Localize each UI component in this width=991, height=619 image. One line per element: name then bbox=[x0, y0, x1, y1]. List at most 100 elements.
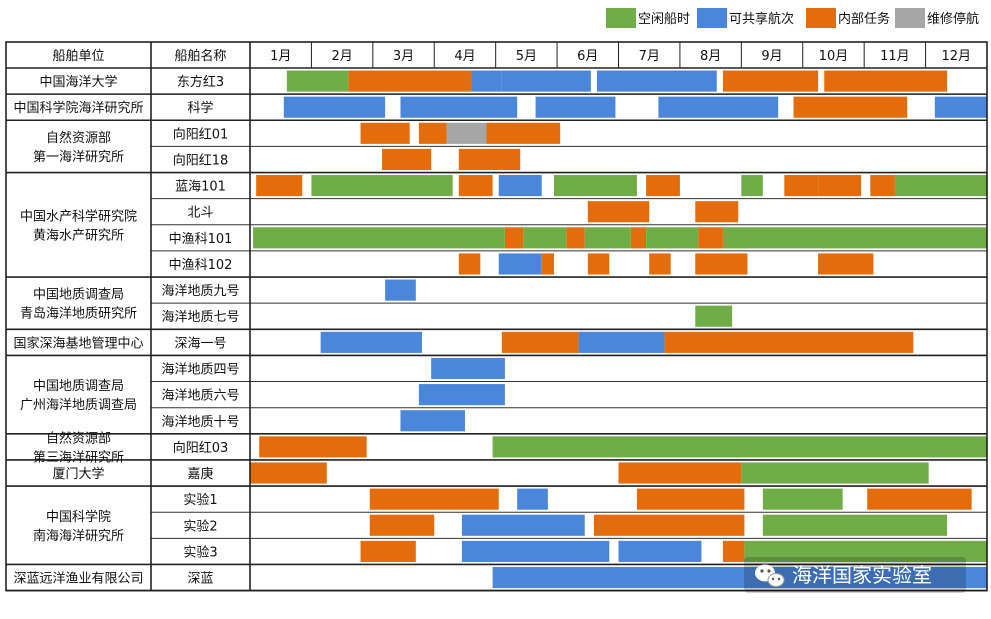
unit-name: 第三海洋研究所 bbox=[33, 450, 124, 465]
ship-name: 蓝海101 bbox=[175, 180, 226, 195]
ship-name: 嘉庚 bbox=[187, 466, 213, 482]
month-label: 10月 bbox=[819, 49, 849, 64]
bar-internal bbox=[250, 462, 327, 484]
ship-name: 科学 bbox=[187, 100, 213, 116]
ship-name: 深海一号 bbox=[174, 336, 226, 351]
unit-name: 青岛海洋地质研究所 bbox=[20, 306, 137, 322]
bar-shared bbox=[385, 279, 416, 301]
bar-internal bbox=[646, 175, 680, 197]
legend-swatch-repair bbox=[895, 8, 925, 28]
legend-swatch-shared bbox=[697, 8, 727, 28]
bar-idle bbox=[744, 540, 987, 562]
bar-shared bbox=[471, 70, 502, 92]
bar-internal bbox=[793, 96, 908, 118]
ship-name: 海洋地质四号 bbox=[161, 362, 239, 377]
bar-internal bbox=[504, 227, 524, 249]
bar-shared bbox=[578, 331, 665, 353]
bar-idle bbox=[894, 175, 987, 197]
unit-name: 第一海洋研究所 bbox=[33, 150, 124, 165]
ship-name: 向阳红01 bbox=[173, 126, 229, 142]
bar-idle bbox=[646, 227, 699, 249]
bar-internal bbox=[369, 514, 435, 536]
legend-swatch-idle bbox=[606, 8, 636, 28]
bar-internal bbox=[636, 488, 745, 510]
bar-internal bbox=[360, 122, 410, 144]
bar-repair bbox=[446, 122, 487, 144]
bar-internal bbox=[256, 175, 303, 197]
bar-shared bbox=[431, 357, 505, 380]
unit-name: 黄海水产研究所 bbox=[33, 228, 124, 243]
table-grid bbox=[5, 41, 988, 592]
bar-internal bbox=[630, 227, 647, 249]
unit-name: 国家深海基地管理中心 bbox=[13, 335, 143, 351]
bar-internal bbox=[722, 70, 819, 92]
month-label: 2月 bbox=[331, 49, 352, 64]
month-label: 7月 bbox=[639, 49, 660, 64]
bar-idle bbox=[762, 488, 843, 510]
bar-internal bbox=[818, 253, 874, 275]
bar-shared bbox=[418, 384, 505, 406]
unit-name: 中国科学院海洋研究所 bbox=[13, 100, 143, 116]
legend-swatch-internal bbox=[806, 8, 836, 28]
ship-name: 中渔科101 bbox=[169, 232, 233, 247]
bar-idle bbox=[311, 175, 453, 197]
bar-internal bbox=[649, 253, 671, 275]
legend-label-internal: 内部任务 bbox=[838, 11, 890, 27]
unit-name: 南海海洋研究所 bbox=[33, 528, 124, 544]
bar-idle bbox=[762, 514, 948, 536]
unit-name: 厦门大学 bbox=[52, 466, 104, 482]
legend: 空闲船时 可共享航次 内部任务 维修停航 bbox=[606, 8, 979, 28]
bar-shared bbox=[498, 253, 542, 275]
bar-shared bbox=[498, 175, 542, 197]
bar-shared bbox=[934, 96, 987, 118]
bar-internal bbox=[867, 488, 972, 510]
month-label: 11月 bbox=[880, 49, 910, 64]
wechat-icon bbox=[755, 564, 785, 587]
month-label: 12月 bbox=[942, 49, 972, 64]
bar-shared bbox=[501, 70, 591, 92]
month-label: 3月 bbox=[393, 49, 414, 64]
bar-idle bbox=[695, 305, 733, 327]
unit-name: 自然资源部 bbox=[46, 430, 111, 446]
legend-label-shared: 可共享航次 bbox=[729, 11, 794, 27]
ship-name: 海洋地质十号 bbox=[161, 415, 239, 430]
unit-name: 中国海洋大学 bbox=[39, 74, 117, 90]
month-label: 1月 bbox=[270, 49, 291, 64]
bar-internal bbox=[369, 488, 499, 510]
legend-label-repair: 维修停航 bbox=[927, 11, 979, 27]
bar-idle bbox=[741, 175, 763, 197]
bar-internal bbox=[870, 175, 895, 197]
bar-internal bbox=[541, 253, 555, 275]
ship-name: 实验2 bbox=[183, 518, 217, 534]
watermark: 海洋国家实验室 bbox=[744, 557, 966, 593]
bar-shared bbox=[461, 514, 585, 536]
unit-name: 自然资源部 bbox=[46, 130, 111, 146]
bar-internal bbox=[418, 122, 447, 144]
bar-internal bbox=[695, 201, 739, 223]
ship-name: 向阳红18 bbox=[173, 152, 229, 168]
bar-shared bbox=[618, 540, 702, 562]
unit-name: 中国地质调查局 bbox=[33, 379, 124, 394]
header-unit: 船舶单位 bbox=[52, 48, 104, 64]
month-label: 5月 bbox=[516, 49, 537, 64]
bar-idle bbox=[492, 436, 987, 458]
bar-internal bbox=[618, 462, 742, 484]
bar-internal bbox=[824, 70, 948, 92]
bar-internal bbox=[587, 253, 610, 275]
bar-shared bbox=[400, 410, 465, 432]
ship-name: 实验1 bbox=[183, 492, 217, 508]
bar-internal bbox=[486, 122, 561, 144]
watermark-backdrop bbox=[744, 557, 966, 593]
bar-shared bbox=[597, 70, 717, 92]
ship-name: 北斗 bbox=[187, 206, 213, 221]
bar-idle bbox=[554, 175, 637, 197]
watermark-text: 海洋国家实验室 bbox=[792, 563, 932, 587]
bar-shared bbox=[400, 96, 518, 118]
bar-shared bbox=[535, 96, 616, 118]
ship-name: 中渔科102 bbox=[169, 258, 233, 273]
bar-internal bbox=[458, 175, 493, 197]
bar-internal bbox=[458, 253, 481, 275]
bar-internal bbox=[695, 253, 748, 275]
bar-idle bbox=[722, 227, 987, 249]
